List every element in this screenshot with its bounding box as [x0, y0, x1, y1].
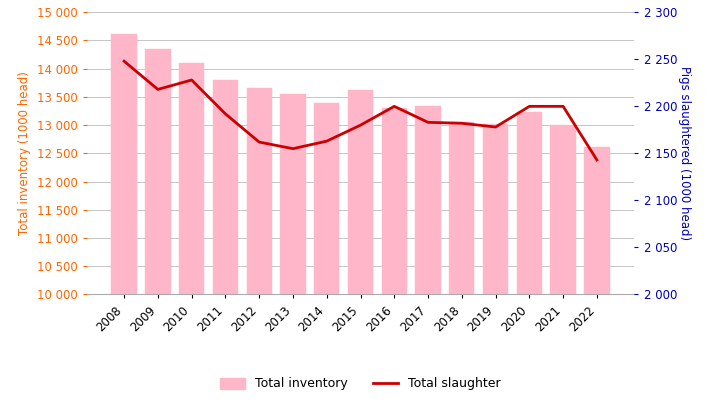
Legend: Total inventory, Total slaughter: Total inventory, Total slaughter	[216, 373, 505, 396]
Bar	[348, 90, 373, 409]
Bar	[280, 94, 306, 409]
Bar	[112, 34, 137, 409]
Bar	[247, 88, 272, 409]
Bar	[145, 49, 171, 409]
Bar	[415, 106, 441, 409]
Bar	[584, 146, 609, 409]
Y-axis label: Pigs slaughtered (1000 head): Pigs slaughtered (1000 head)	[678, 66, 691, 240]
Bar	[179, 63, 204, 409]
Bar	[213, 80, 238, 409]
Bar	[381, 108, 407, 409]
Bar	[449, 122, 474, 409]
Bar	[314, 103, 340, 409]
Bar	[550, 125, 576, 409]
Y-axis label: Total inventory (1000 head): Total inventory (1000 head)	[18, 72, 31, 235]
Bar	[483, 124, 508, 409]
Bar	[517, 112, 542, 409]
